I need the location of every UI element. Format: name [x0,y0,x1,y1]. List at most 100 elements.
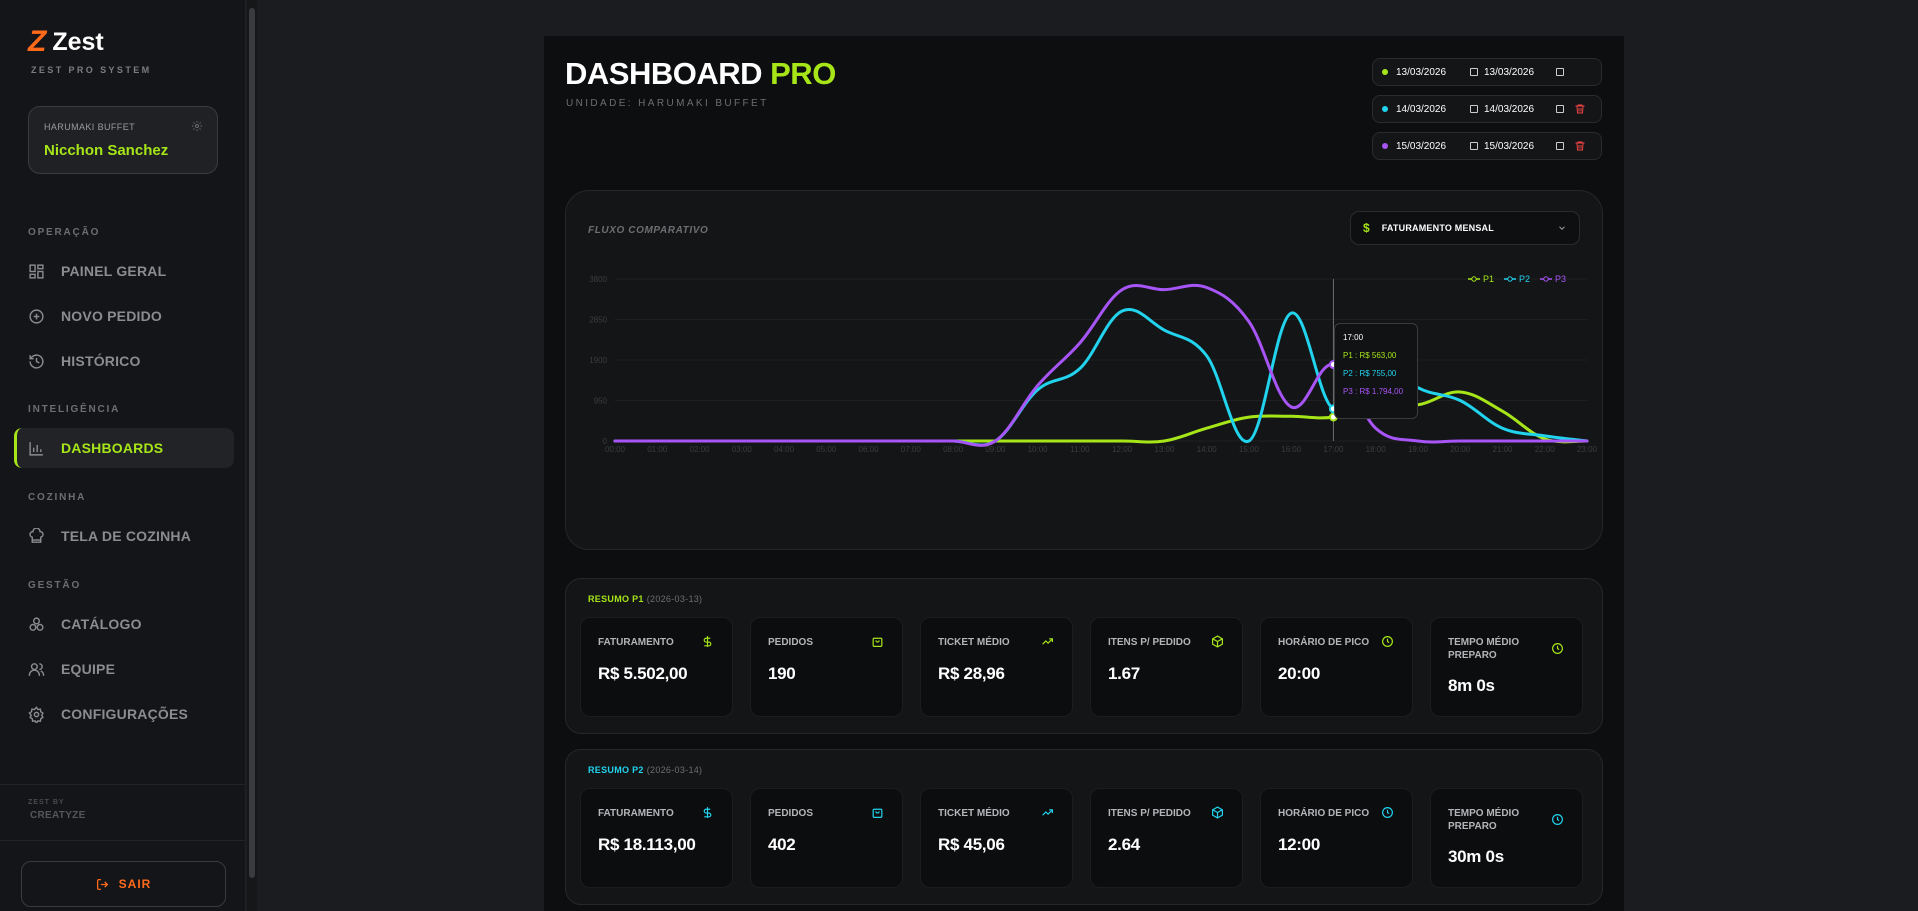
plus-circle-icon [29,309,44,324]
logout-button[interactable]: SAIR [21,861,226,907]
kpi-ticket-medio: TICKET MÉDIO R$ 28,96 [920,617,1073,717]
kpi-value: 8m 0s [1448,676,1495,695]
period-color-dot [1382,143,1388,149]
kpi-label: FATURAMENTO [598,808,674,819]
logout-label: SAIR [118,877,152,891]
summary-card-p2: RESUMO P2 (2026-03-14) FATURAMENTO R$ 18.… [565,749,1603,905]
metric-select[interactable]: $ FATURAMENTO MENSAL [1350,211,1580,245]
x-tick-label: 06:00 [859,445,880,454]
section-inteligencia: INTELIGÊNCIA [28,404,121,415]
kpi-label: ITENS P/ PEDIDO [1108,808,1191,819]
period-end-input[interactable]: 14/03/2026 [1484,103,1535,115]
history-icon [29,354,44,369]
sidebar-scrollbar[interactable] [247,0,257,911]
legend-item-p3[interactable]: P3 [1539,274,1566,284]
summary-label: RESUMO P1 [588,594,644,604]
kpi-faturamento: FATURAMENTO R$ 18.113,00 [580,788,733,888]
legend-label: P1 [1482,274,1494,284]
sidebar-scrollbar-thumb[interactable] [249,8,255,878]
period-end-input[interactable]: 13/03/2026 [1484,66,1535,78]
x-tick-label: 00:00 [605,445,626,454]
x-tick-label: 10:00 [1028,445,1049,454]
period-p1: 13/03/2026 13/03/2026 [1372,58,1602,86]
kpi-label: TICKET MÉDIO [938,637,1010,648]
x-tick-label: 04:00 [774,445,795,454]
tooltip-line-p2: P2 : R$ 755,00 [1343,369,1397,378]
sidebar-footer-divider [0,784,246,785]
x-tick-label: 21:00 [1492,445,1513,454]
y-tick-label: 0 [603,437,608,446]
chef-hat-icon [29,528,44,543]
trending-up-icon [1042,638,1053,645]
kpi-value: 1.67 [1108,664,1140,683]
grid-icon [29,264,44,279]
calendar-icon[interactable] [1556,105,1564,113]
logout-icon [96,878,108,890]
nav-configuracoes[interactable]: CONFIGURAÇÕES [14,694,234,734]
trash-icon[interactable] [1574,103,1586,115]
calendar-icon[interactable] [1470,105,1478,113]
legend-label: P3 [1554,274,1566,284]
dollar-icon [703,636,712,647]
timer-icon [1552,643,1563,654]
brand-logo[interactable]: Z Zest [28,27,104,57]
calendar-icon[interactable] [1556,68,1564,76]
user-card[interactable]: HARUMAKI BUFFET Nicchon Sanchez [28,106,218,174]
line-chart[interactable]: 0 950 1900 2850 3800 00:00 01:00 02:00 03:00 04:0… [566,191,1604,551]
period-start-input[interactable]: 15/03/2026 [1396,140,1447,152]
nav-tela-de-cozinha[interactable]: TELA DE COZINHA [14,516,234,556]
dollar-icon [703,807,712,818]
y-tick-label: 2850 [589,316,607,325]
kpi-pedidos: PEDIDOS 402 [750,788,903,888]
page-title: DASHBOARD PRO [565,56,836,92]
nav-dashboards[interactable]: DASHBOARDS [14,428,234,468]
dollar-icon: $ [1363,221,1370,235]
y-tick-label: 950 [594,397,608,406]
nav-painel-geral[interactable]: PAINEL GERAL [14,251,234,291]
page-scrollbar[interactable] [1906,0,1918,911]
nav-novo-pedido[interactable]: NOVO PEDIDO [14,296,234,336]
legend-item-p2[interactable]: P2 [1503,274,1530,284]
period-end-input[interactable]: 15/03/2026 [1484,140,1535,152]
chart-tooltip: 17:00 P1 : R$ 563,00 P2 : R$ 755,00 P3 :… [1334,323,1418,419]
trash-icon[interactable] [1574,140,1586,152]
period-start-input[interactable]: 14/03/2026 [1396,103,1447,115]
nav-historico[interactable]: HISTÓRICO [14,341,234,381]
summary-label: RESUMO P2 [588,765,644,775]
brand-subtitle: ZEST PRO SYSTEM [31,65,152,75]
kpi-value: 190 [768,664,796,683]
kpi-value: R$ 18.113,00 [598,835,696,854]
series-line-p1 [613,390,1589,444]
calendar-icon[interactable] [1556,142,1564,150]
x-tick-label: 03:00 [732,445,753,454]
nav-label: CONFIGURAÇÕES [61,706,189,722]
kpi-value: 12:00 [1278,835,1320,854]
kpi-value: 30m 0s [1448,847,1504,866]
period-p2: 14/03/2026 14/03/2026 [1372,95,1602,123]
nav-catalogo[interactable]: CATÁLOGO [14,604,234,644]
user-unit: HARUMAKI BUFFET [44,122,136,132]
creatyze-logo: CREATYZE [30,810,86,821]
section-cozinha: COZINHA [28,492,87,503]
period-color-dot [1382,69,1388,75]
summary-heading: RESUMO P2 (2026-03-14) [588,765,702,775]
kpi-tempo-preparo: TEMPO MÉDIO PREPARO 30m 0s [1430,788,1583,888]
kpi-value: R$ 5.502,00 [598,664,688,683]
package-icon [1212,806,1223,819]
gear-icon[interactable] [191,120,203,132]
period-start-input[interactable]: 13/03/2026 [1396,66,1447,78]
summary-date: (2026-03-14) [646,765,703,775]
kpi-itens-pedido: ITENS P/ PEDIDO 1.67 [1090,617,1243,717]
x-tick-label: 14:00 [1197,445,1218,454]
calendar-icon[interactable] [1470,142,1478,150]
x-tick-label: 22:00 [1535,445,1556,454]
page-title-accent: PRO [770,56,836,91]
chart-label: FLUXO COMPARATIVO [588,225,709,236]
main-content: DASHBOARD PRO UNIDADE: HARUMAKI BUFFET 1… [544,36,1624,911]
calendar-icon[interactable] [1470,68,1478,76]
x-tick-label: 08:00 [943,445,964,454]
sidebar: Z Zest ZEST PRO SYSTEM HARUMAKI BUFFET N… [0,0,246,911]
summary-card-p1: RESUMO P1 (2026-03-13) FATURAMENTO R$ 5.5… [565,578,1603,734]
nav-equipe[interactable]: EQUIPE [14,649,234,689]
legend-item-p1[interactable]: P1 [1467,274,1494,284]
